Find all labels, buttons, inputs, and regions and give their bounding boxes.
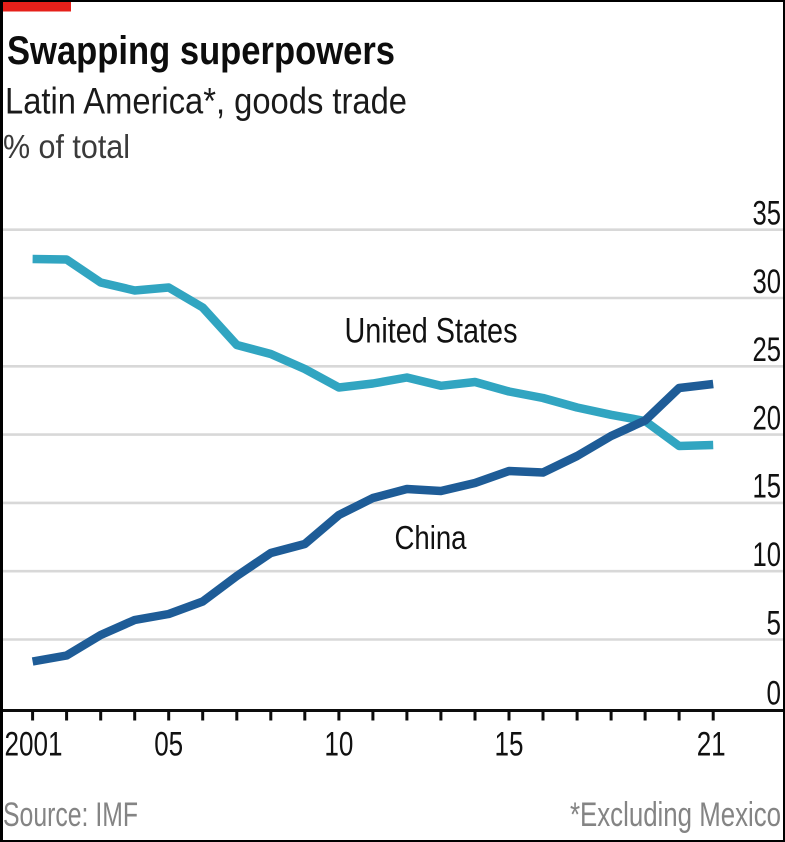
svg-text:Latin America*, goods trade: Latin America*, goods trade	[5, 81, 407, 122]
svg-text:10: 10	[753, 536, 782, 574]
svg-text:5: 5	[767, 604, 782, 642]
svg-text:% of total: % of total	[3, 128, 130, 165]
svg-text:Source: IMF: Source: IMF	[3, 796, 138, 834]
svg-text:15: 15	[495, 726, 524, 764]
svg-text:2001: 2001	[5, 726, 63, 764]
svg-text:*Excluding Mexico: *Excluding Mexico	[570, 796, 781, 834]
svg-text:35: 35	[753, 195, 782, 233]
svg-text:21: 21	[697, 726, 726, 764]
svg-text:United States: United States	[345, 312, 518, 351]
svg-text:25: 25	[753, 331, 782, 369]
svg-text:0: 0	[767, 675, 782, 713]
svg-text:15: 15	[753, 468, 782, 506]
svg-text:10: 10	[324, 726, 353, 764]
svg-text:Swapping superpowers: Swapping superpowers	[7, 29, 395, 73]
svg-text:30: 30	[753, 263, 782, 301]
svg-text:20: 20	[753, 399, 782, 437]
svg-text:05: 05	[154, 726, 183, 764]
svg-text:China: China	[395, 519, 468, 556]
